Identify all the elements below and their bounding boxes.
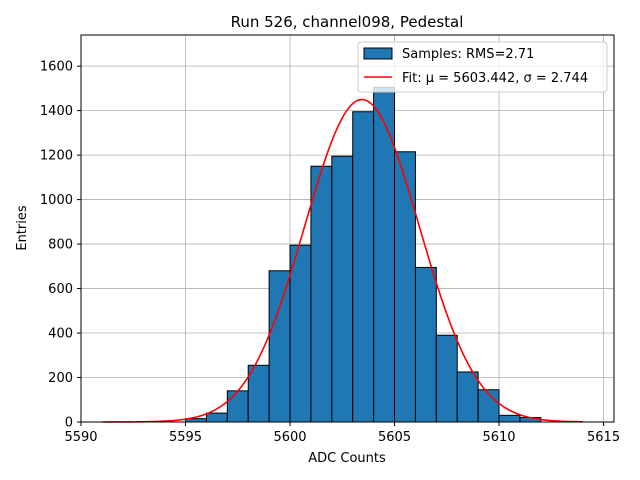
histogram-bar	[498, 414, 521, 423]
histogram-bars	[185, 86, 542, 423]
histogram-bar	[310, 165, 333, 423]
plot-frame	[80, 34, 615, 423]
histogram-bar	[352, 111, 375, 423]
x-axis-label: ADC Counts	[308, 451, 386, 466]
x-tick-label: 5605	[378, 430, 411, 445]
chart-title: Run 526, channel098, Pedestal	[231, 13, 464, 31]
histogram-bar	[414, 266, 437, 423]
y-axis-label: Entries	[15, 205, 30, 251]
y-tick-label: 400	[48, 327, 73, 342]
legend-label-samples: Samples: RMS=2.71	[402, 47, 534, 62]
y-tick-label: 1400	[40, 104, 73, 119]
histogram-bar	[435, 334, 458, 423]
y-tick-label: 1000	[40, 193, 73, 208]
y-axis-ticks: 0 200 400 600 800 1000 1200 1400 1600	[40, 60, 81, 431]
histogram-bar	[331, 155, 354, 423]
y-tick-label: 200	[48, 371, 73, 386]
histogram-bar	[289, 244, 312, 423]
legend: Samples: RMS=2.71 Fit: μ = 5603.442, σ =…	[357, 41, 608, 93]
y-tick-label: 1600	[40, 60, 73, 75]
legend-box	[357, 41, 608, 93]
y-tick-label: 800	[48, 238, 73, 253]
legend-histogram-swatch	[363, 47, 393, 60]
histogram-bar	[456, 371, 479, 423]
x-tick-label: 5615	[587, 430, 620, 445]
y-tick-label: 600	[48, 282, 73, 297]
fit-curve	[101, 98, 583, 423]
histogram-bar	[394, 151, 416, 423]
y-tick-label: 1200	[40, 149, 73, 164]
x-tick-label: 5590	[64, 430, 97, 445]
x-axis-ticks: 5590 5595 5600 5605 5610 5615	[64, 422, 620, 445]
x-tick-label: 5595	[169, 430, 202, 445]
y-tick-label: 0	[65, 416, 73, 431]
legend-label-fit: Fit: μ = 5603.442, σ = 2.744	[402, 71, 588, 86]
histogram-bar	[226, 390, 249, 423]
histogram-bar	[205, 412, 228, 423]
x-tick-label: 5600	[273, 430, 306, 445]
x-tick-label: 5610	[482, 430, 515, 445]
histogram-bar	[268, 270, 291, 423]
histogram-bar	[247, 364, 270, 423]
